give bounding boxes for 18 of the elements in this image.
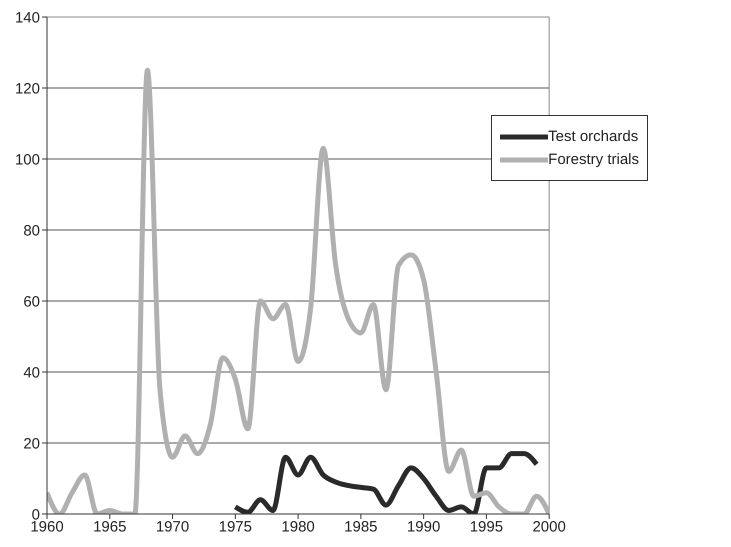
y-tick-label: 80 (23, 222, 40, 240)
y-tick-label: 20 (23, 435, 40, 452)
y-tick-label: 100 (14, 151, 40, 168)
x-tick-label: 1985 (344, 518, 378, 536)
x-tick-label: 1975 (218, 518, 252, 536)
x-tick-label: 1995 (470, 518, 504, 536)
legend-label: Test orchards (548, 128, 638, 145)
x-tick-label: 1990 (406, 518, 440, 536)
x-tick-label: 2000 (532, 518, 566, 536)
x-tick-label: 1970 (156, 518, 190, 536)
x-tick-label: 1960 (30, 518, 64, 536)
x-tick-label: 1980 (281, 518, 315, 536)
y-tick-label: 140 (14, 9, 40, 26)
y-tick-label: 60 (23, 293, 40, 310)
legend-label: Forestry trials (548, 151, 639, 168)
x-tick-label: 1965 (93, 518, 126, 536)
y-tick-label: 120 (14, 80, 40, 98)
y-tick-label: 40 (23, 364, 40, 382)
